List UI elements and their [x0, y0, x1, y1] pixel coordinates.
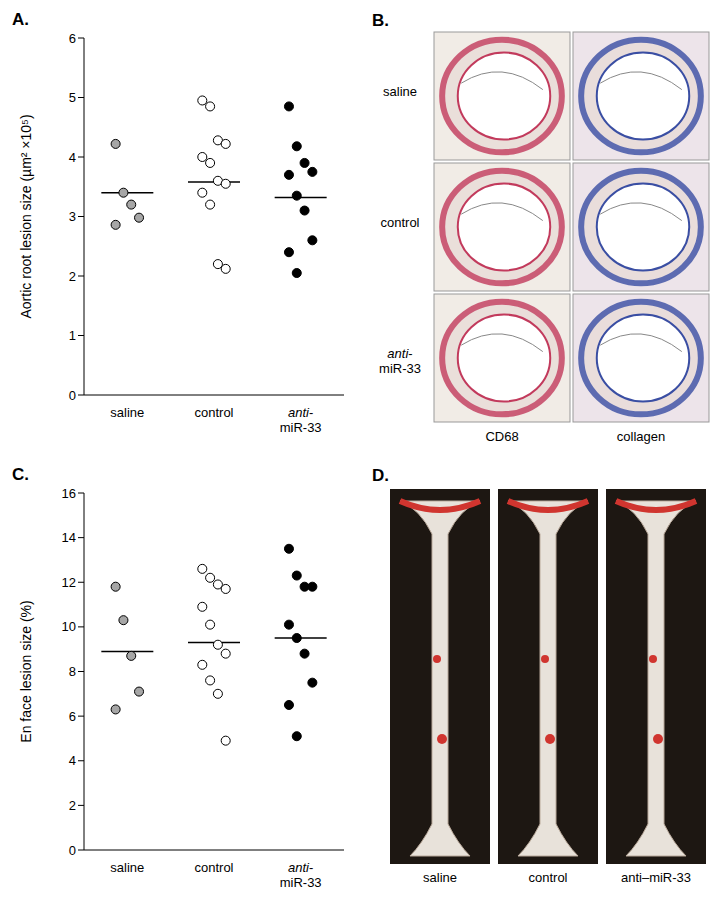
html-text:A.: A.: [12, 10, 29, 29]
svg-text:anti-miR-33: anti-miR-33: [379, 346, 421, 376]
svg-text:4: 4: [69, 753, 76, 768]
svg-text:collagen: collagen: [617, 429, 665, 444]
svg-text:anti-miR-33: anti-miR-33: [280, 860, 322, 890]
svg-text:saline: saline: [110, 405, 144, 420]
svg-text:3: 3: [69, 209, 76, 224]
svg-text:control: control: [194, 405, 233, 420]
svg-text:CD68: CD68: [485, 429, 518, 444]
svg-text:saline: saline: [383, 84, 417, 99]
svg-text:2: 2: [69, 798, 76, 813]
svg-text:0: 0: [69, 388, 76, 403]
svg-text:control: control: [528, 870, 567, 885]
svg-text:control: control: [194, 860, 233, 875]
svg-text:4: 4: [69, 150, 76, 165]
svg-text:16: 16: [62, 486, 76, 501]
svg-text:anti-miR-33: anti-miR-33: [280, 405, 322, 435]
svg-text:6: 6: [69, 31, 76, 46]
svg-text:10: 10: [62, 619, 76, 634]
svg-text:saline: saline: [110, 860, 144, 875]
svg-text:anti–miR-33: anti–miR-33: [621, 870, 691, 885]
svg-text:1: 1: [69, 328, 76, 343]
svg-text:5: 5: [69, 90, 76, 105]
svg-text:Aortic root lesion size (µm² ×: Aortic root lesion size (µm² ×10⁵): [18, 114, 34, 318]
svg-text:D.: D.: [372, 466, 389, 485]
svg-text:2: 2: [69, 269, 76, 284]
html-text:C.: C.: [12, 465, 29, 484]
svg-text:0: 0: [69, 843, 76, 858]
svg-text:En face lesion size (%): En face lesion size (%): [18, 600, 34, 742]
svg-text:14: 14: [62, 530, 76, 545]
svg-text:12: 12: [62, 575, 76, 590]
svg-text:saline: saline: [423, 870, 457, 885]
svg-text:B.: B.: [372, 11, 389, 30]
svg-text:6: 6: [69, 709, 76, 724]
svg-text:8: 8: [69, 664, 76, 679]
svg-text:control: control: [380, 215, 419, 230]
